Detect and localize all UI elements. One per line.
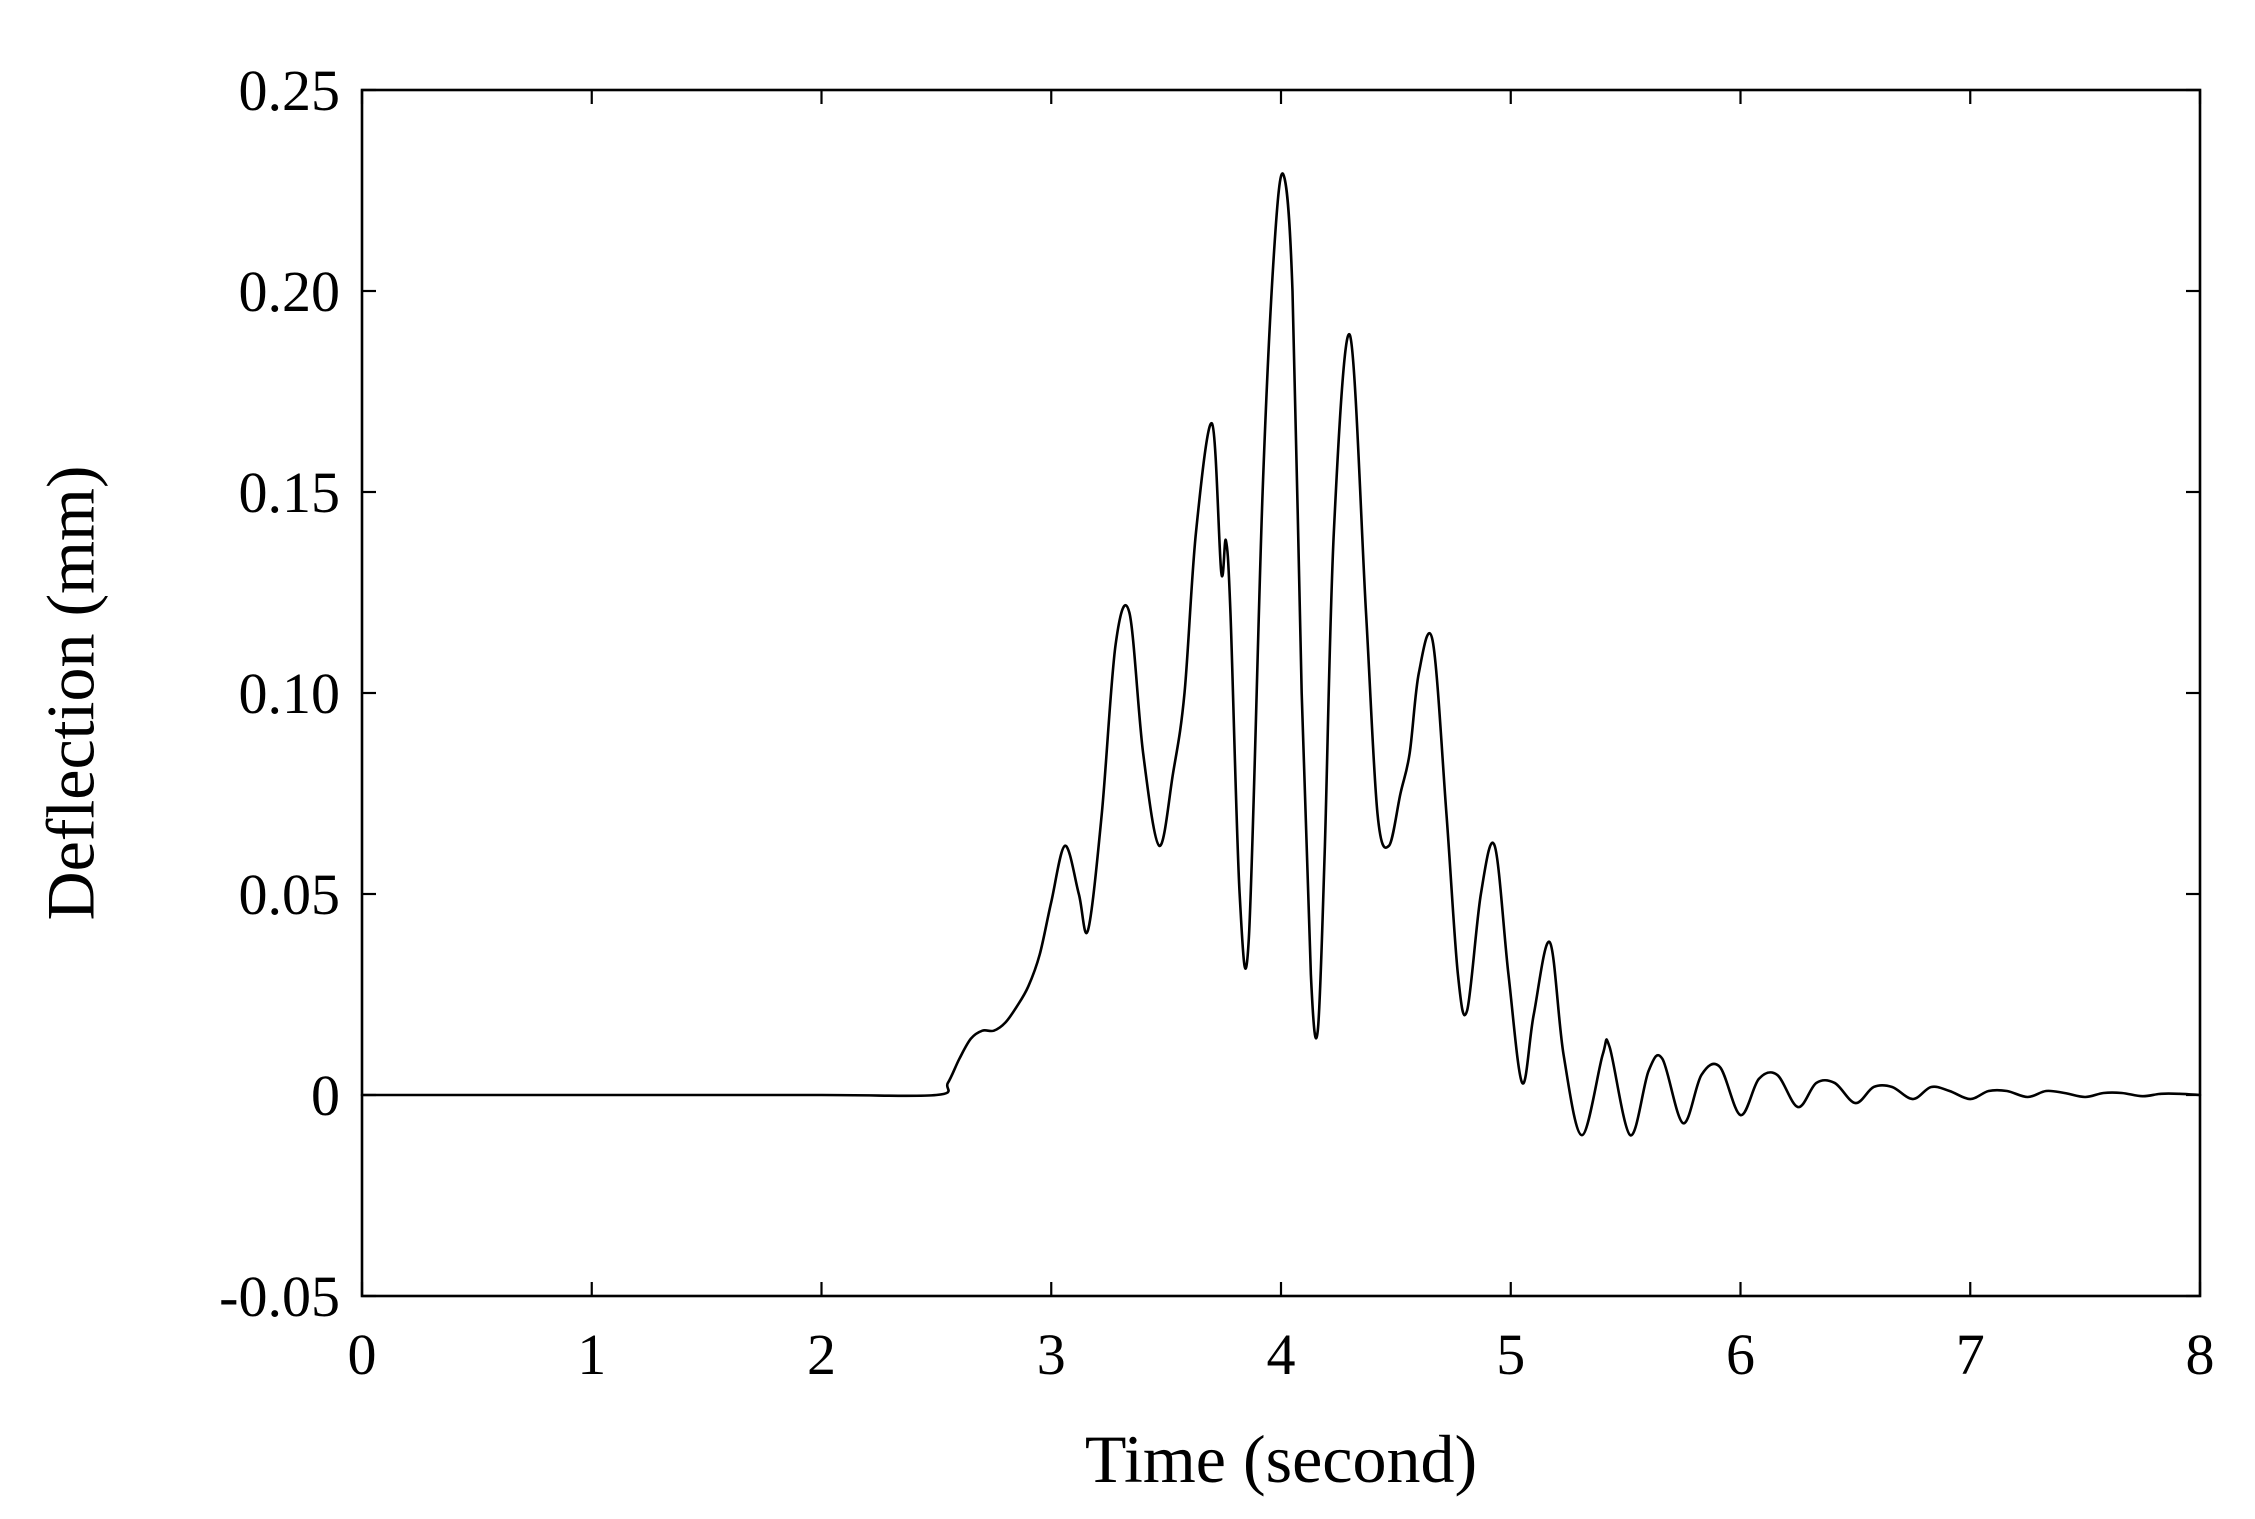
x-tick-label: 0 bbox=[348, 1322, 377, 1387]
x-tick-label: 5 bbox=[1496, 1322, 1525, 1387]
tick-marks bbox=[360, 88, 2202, 1298]
x-tick-label: 4 bbox=[1267, 1322, 1296, 1387]
y-tick-label: 0 bbox=[311, 1063, 340, 1128]
y-tick-label: 0.20 bbox=[239, 259, 341, 324]
x-tick-label: 3 bbox=[1037, 1322, 1066, 1387]
y-tick-label: 0.25 bbox=[239, 58, 341, 123]
y-tick-label: 0.15 bbox=[239, 460, 341, 525]
plot-frame bbox=[360, 88, 2202, 1298]
x-tick-label: 8 bbox=[2186, 1322, 2215, 1387]
x-axis-title: Time (second) bbox=[1085, 1421, 1477, 1497]
x-tick-label: 2 bbox=[807, 1322, 836, 1387]
y-tick-label: 0.05 bbox=[239, 862, 341, 927]
y-tick-label: -0.05 bbox=[219, 1264, 340, 1329]
y-axis-title: Deflection (mm) bbox=[33, 465, 109, 920]
y-tick-label: 0.10 bbox=[239, 661, 341, 726]
x-tick-label: 7 bbox=[1956, 1322, 1985, 1387]
x-tick-label: 6 bbox=[1726, 1322, 1755, 1387]
x-tick-label: 1 bbox=[577, 1322, 606, 1387]
deflection-series-line bbox=[360, 172, 2202, 1137]
